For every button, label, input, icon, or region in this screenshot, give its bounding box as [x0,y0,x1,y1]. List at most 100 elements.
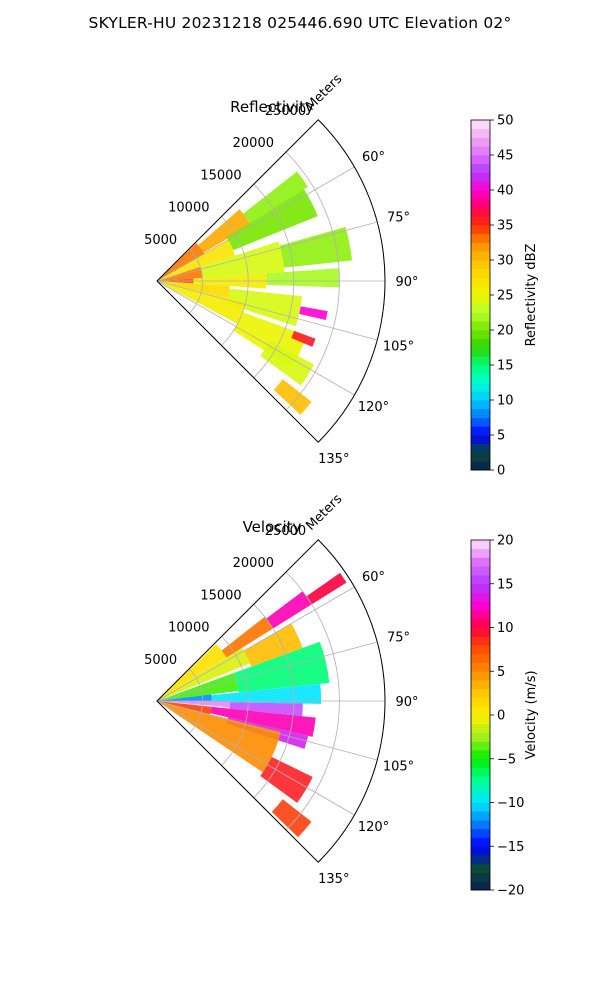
colorbar-segment [471,750,490,760]
azimuth-tick-label: 105° [383,340,414,355]
colorbar-segment [471,653,490,663]
azimuth-spoke [156,700,355,816]
colorbar-tick-label: 20 [497,324,514,339]
colorbar-segment [471,636,490,646]
echo-region [271,799,312,838]
colorbar-segment [471,408,490,418]
colorbar-segment [471,785,490,795]
colorbar-tick-label: 0 [497,709,505,724]
echo-region [157,281,230,299]
colorbar-segment [471,610,490,620]
colorbar-segment [471,706,490,716]
azimuth-tick-label: 120° [358,400,389,415]
azimuth-spoke [156,221,378,282]
echo-region [273,379,312,415]
range-tick-label: 5000 [144,233,177,248]
colorbar-segment [471,680,490,690]
azimuth-spoke [156,586,355,702]
azimuth-tick-label: 90° [395,275,418,290]
echo-region [306,572,347,605]
colorbar-segment [471,855,490,865]
echo-region [157,281,246,324]
echo-region [260,756,313,803]
range-tick-label: 25000 [265,524,306,539]
colorbar-segment [471,242,490,252]
colorbar-tick-label: 15 [497,577,514,592]
colorbar-segment [471,723,490,733]
echo-region [279,226,353,268]
colorbar: −20 −15 −10 −5 0 5 10 15 20 Velocity (m/s) [470,534,539,899]
colorbar: 0 5 10 15 20 25 30 35 40 45 50 Reflectivity dBZ [470,114,539,479]
colorbar-segment [471,592,490,602]
azimuth-spoke [156,280,355,396]
colorbar-segment [471,776,490,786]
colorbar-tick-label: 45 [497,149,514,164]
colorbar-segment [471,548,490,558]
sector-outline [156,119,386,443]
range-tick-label: 25000 [265,104,306,119]
azimuth-tick-label: 60° [362,570,385,585]
colorbar-segment [471,260,490,270]
panel-title: Velocity [243,518,302,536]
colorbar-segment [471,128,490,138]
colorbar-tick-label: −10 [497,796,524,811]
range-tick-label: 20000 [233,556,274,571]
azimuth-tick-label: 120° [358,820,389,835]
range-tick-label: 15000 [200,588,241,603]
colorbar-segment [471,645,490,655]
echo-region [157,643,227,701]
colorbar-segment [471,732,490,742]
azimuth-tick-label: 135° [318,872,349,887]
colorbar-tick-label: 50 [497,114,514,129]
echo-region [299,306,328,320]
azimuth-spoke [156,166,355,282]
colorbar-segment [471,373,490,383]
colorbar-tick-label: 10 [497,394,514,409]
colorbar-segment [471,715,490,725]
colorbar-segment [471,671,490,681]
echo-region [234,641,330,693]
colorbar-segment [471,557,490,567]
colorbar-segment [471,872,490,882]
colorbar-segment [471,461,490,471]
colorbar-tick-label: 20 [497,534,514,549]
echo-region [291,330,316,347]
colorbar-label: Velocity (m/s) [524,670,539,759]
colorbar-segment [471,365,490,375]
echo-region [266,268,340,288]
azimuth-spoke [156,280,378,341]
echo-region [157,701,230,708]
colorbar-segment [471,382,490,392]
colorbar-segment [471,601,490,611]
colorbar-segment [471,312,490,322]
colorbar-segment [471,802,490,812]
echo-region [266,591,312,629]
range-tick-label: 10000 [168,201,209,216]
colorbar-segment [471,767,490,777]
colorbar-segment [471,881,490,891]
colorbar-segment [471,566,490,576]
echo-region [221,616,274,658]
colorbar-segment [471,321,490,331]
colorbar-segment [471,575,490,585]
reflectivity-panel: Reflectivity 5000 10000 15000 20000 25000Mete… [144,72,539,479]
colorbar-segment [471,268,490,278]
colorbar-segment [471,198,490,208]
colorbar-segment [471,662,490,672]
colorbar-segment [471,758,490,768]
colorbar-segment [471,207,490,217]
colorbar-segment [471,303,490,313]
azimuth-tick-label: 75° [387,210,410,225]
range-tick-label: 20000 [233,136,274,151]
azimuth-tick-label: 90° [395,695,418,710]
colorbar-tick-label: −20 [497,884,524,899]
colorbar-segment [471,356,490,366]
colorbar-segment [471,347,490,357]
colorbar-tick-label: 25 [497,289,514,304]
colorbar-segment [471,338,490,348]
echo-region [157,694,212,701]
range-tick-label: 10000 [168,621,209,636]
radial-axis-label: Meters [303,492,345,534]
